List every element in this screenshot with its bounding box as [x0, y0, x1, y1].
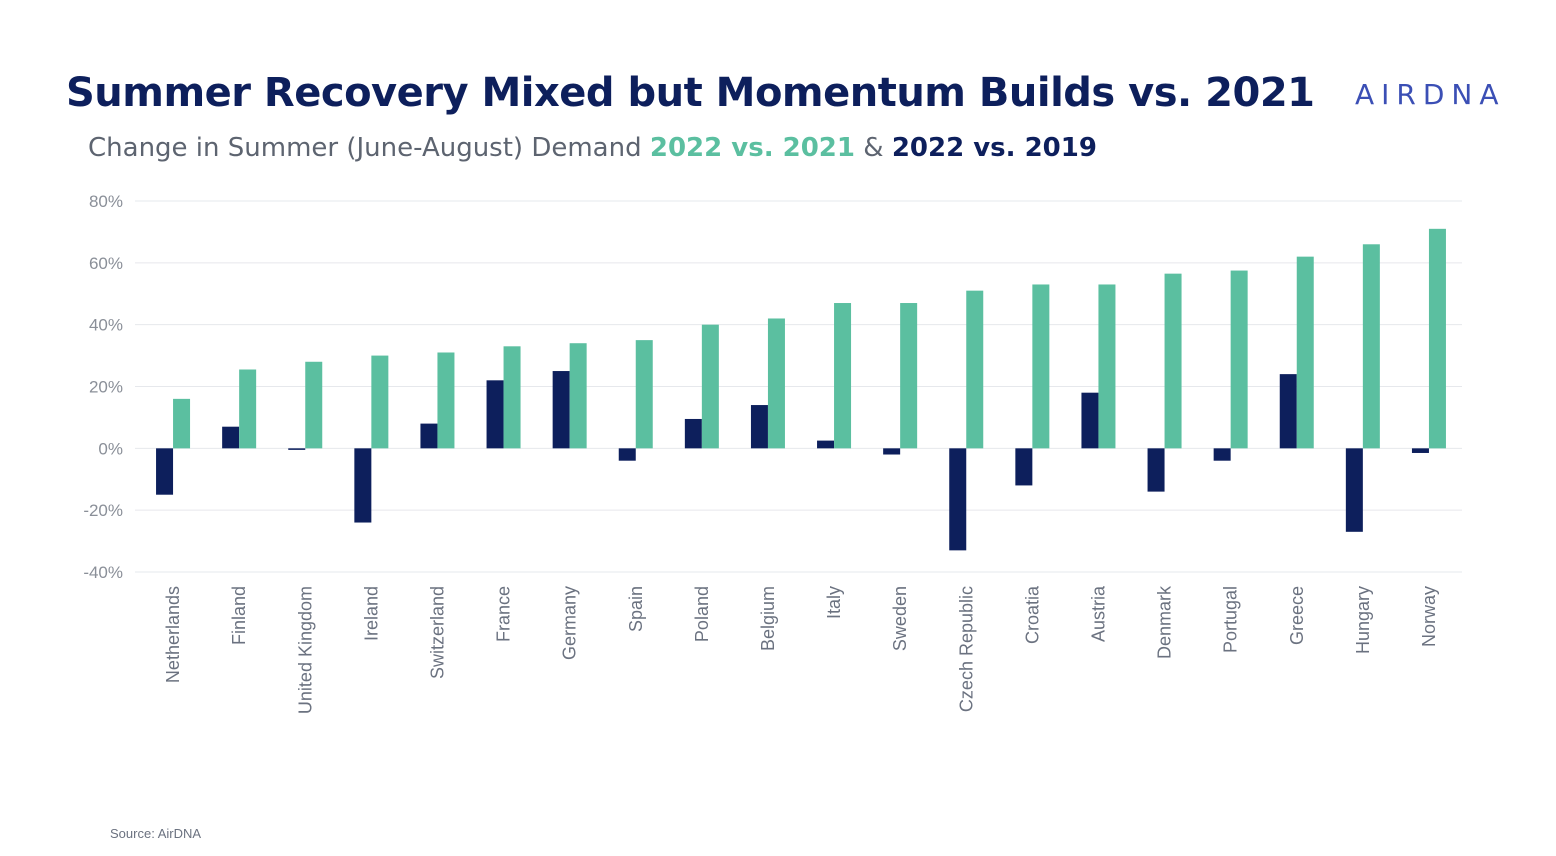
bar — [750, 405, 768, 449]
bar — [1015, 448, 1033, 486]
bar — [552, 371, 570, 449]
bar — [420, 423, 438, 449]
y-tick-label: 0% — [98, 439, 123, 458]
bar — [1164, 273, 1182, 449]
x-tick-label: Belgium — [758, 586, 778, 651]
x-tick-label: Italy — [824, 586, 844, 619]
x-tick-label: Poland — [692, 586, 712, 642]
x-tick-label: Croatia — [1022, 585, 1042, 644]
y-tick-label: -20% — [83, 501, 123, 520]
x-tick-label: Spain — [626, 586, 646, 632]
bar — [1362, 244, 1380, 449]
y-tick-label: 80% — [89, 192, 123, 211]
bar — [486, 380, 504, 449]
bar — [288, 448, 306, 450]
bar — [1147, 448, 1165, 492]
bar — [222, 426, 240, 449]
bar — [173, 398, 191, 449]
bar — [949, 448, 967, 551]
bar — [437, 352, 455, 449]
x-tick-label: Denmark — [1155, 585, 1175, 659]
bar — [156, 448, 174, 495]
bar — [1279, 374, 1297, 449]
bar — [1296, 256, 1314, 449]
x-tick-label: Germany — [560, 586, 580, 660]
bar — [503, 346, 521, 449]
bar — [1411, 448, 1429, 453]
x-tick-label: Czech Republic — [956, 586, 976, 712]
bar — [618, 448, 636, 461]
subtitle-prefix: Change in Summer (June-August) Demand — [88, 133, 650, 163]
bar — [1081, 392, 1099, 449]
bar — [883, 448, 901, 455]
bar — [701, 324, 719, 449]
subtitle-series-2022-vs-2021: 2022 vs. 2021 — [649, 133, 855, 163]
bar — [767, 318, 785, 449]
airdna-logo: AIRDNA — [1355, 78, 1506, 111]
subtitle-series-2022-vs-2019: 2022 vs. 2019 — [891, 133, 1097, 163]
bar — [1213, 448, 1231, 461]
bar — [354, 448, 372, 523]
bar — [684, 418, 702, 449]
x-tick-label: Portugal — [1221, 586, 1241, 653]
bar — [1428, 228, 1446, 449]
x-tick-label: Greece — [1287, 586, 1307, 645]
x-tick-label: United Kingdom — [295, 586, 315, 714]
source-note: Source: AirDNA — [110, 826, 202, 841]
bar — [239, 369, 257, 449]
x-tick-label: Switzerland — [427, 586, 447, 679]
y-tick-label: 40% — [89, 316, 123, 335]
bar — [1098, 284, 1116, 449]
bar — [966, 290, 984, 449]
x-tick-label: Hungary — [1353, 586, 1373, 654]
x-tick-label: Norway — [1419, 586, 1439, 647]
x-tick-label: Netherlands — [163, 586, 183, 683]
bar — [635, 340, 653, 449]
bar — [569, 343, 587, 449]
x-tick-label: France — [494, 586, 514, 642]
y-tick-label: 60% — [89, 254, 123, 273]
x-tick-label: Austria — [1088, 585, 1108, 642]
x-tick-label: Finland — [229, 586, 249, 645]
subtitle-joiner: & — [855, 133, 892, 163]
bar — [1032, 284, 1050, 449]
bar — [1345, 448, 1363, 532]
bar — [1230, 270, 1248, 449]
x-tick-label: Sweden — [890, 586, 910, 651]
y-tick-label: 20% — [89, 378, 123, 397]
bar — [817, 440, 835, 449]
x-tick-label: Ireland — [361, 586, 381, 641]
bar — [305, 361, 323, 449]
chart-title: Summer Recovery Mixed but Momentum Build… — [66, 70, 1315, 116]
bar — [371, 355, 389, 449]
bar — [834, 303, 852, 449]
bar — [900, 303, 918, 449]
y-tick-label: -40% — [83, 563, 123, 582]
chart-subtitle: Change in Summer (June-August) Demand 20… — [88, 133, 1097, 163]
